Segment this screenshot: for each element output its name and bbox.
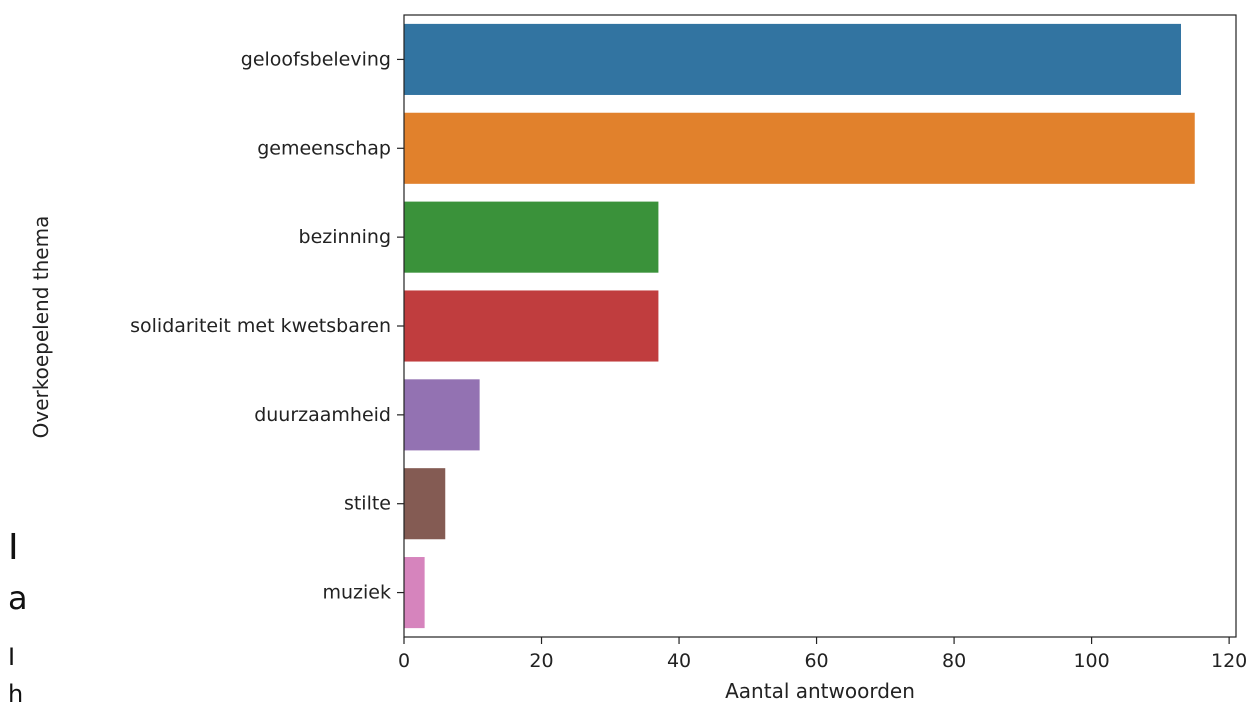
bar-duurzaamheid (404, 379, 480, 451)
bar-stilte (404, 468, 446, 540)
y-tick-label-solidariteit-met-kwetsbaren: solidariteit met kwetsbaren (130, 315, 391, 337)
y-tick-label-stilte: stilte (344, 493, 391, 515)
page-text-fragment-2: a (8, 580, 28, 610)
x-tick-label-40: 40 (667, 650, 691, 672)
y-tick-label-gemeenschap: gemeenschap (257, 137, 391, 159)
y-tick-label-geloofsbeleving: geloofsbeleving (241, 48, 391, 70)
x-tick-label-80: 80 (942, 650, 966, 672)
bar-solidariteit-met-kwetsbaren (404, 290, 659, 362)
y-tick-label-muziek: muziek (323, 582, 392, 604)
x-axis-label: Aantal antwoorden (725, 679, 915, 703)
x-tick-label-60: 60 (804, 650, 828, 672)
page-text-fragment-1: I (8, 528, 19, 568)
page-text-fragment-4: h (8, 680, 24, 708)
y-tick-label-bezinning: bezinning (299, 226, 391, 248)
page-text-fragment-3: I (8, 643, 16, 671)
x-tick-label-100: 100 (1073, 650, 1109, 672)
x-tick-label-20: 20 (529, 650, 553, 672)
y-axis: geloofsbeleving gemeenschap bezinning solid… (130, 48, 404, 604)
x-tick-label-0: 0 (398, 650, 410, 672)
bar-gemeenschap (404, 112, 1195, 184)
bar-bezinning (404, 201, 659, 273)
bars-group (404, 23, 1195, 629)
y-axis-label: Overkoepelend thema (29, 216, 53, 439)
bar-geloofsbeleving (404, 23, 1181, 95)
x-axis: 0 20 40 60 80 100 120 (398, 637, 1247, 672)
bar-muziek (404, 557, 425, 629)
x-tick-label-120: 120 (1211, 650, 1247, 672)
y-tick-label-duurzaamheid: duurzaamheid (254, 404, 391, 426)
